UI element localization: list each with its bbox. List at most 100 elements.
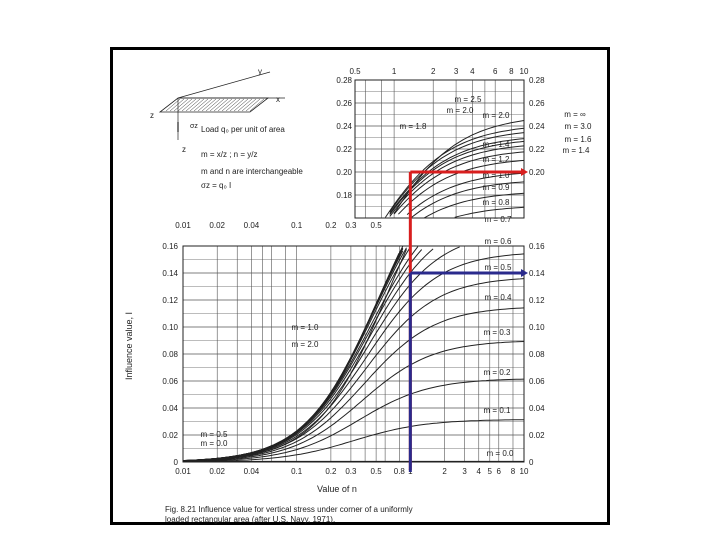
y-tick-label: 0.16 [162, 242, 178, 251]
hatch-line [229, 98, 245, 112]
hatch-line [201, 98, 217, 112]
x-tick-label: 0.5 [371, 467, 383, 476]
hatch-line [169, 98, 185, 112]
hatch-line [233, 98, 249, 112]
curve-label: m = 0.1 [484, 406, 511, 415]
x-tick-label: 6 [497, 467, 502, 476]
x-tick-label: 3 [462, 467, 467, 476]
upper-curve-label: m = 2.5 [455, 95, 482, 104]
x-tick-label: 0.8 [394, 467, 406, 476]
y-tick-label: 0.02 [162, 431, 178, 440]
y-tick-label: 0.14 [162, 269, 178, 278]
x-tick-label: 5 [488, 467, 493, 476]
x-tick-label: 2 [442, 467, 447, 476]
curve-label: m = 0.0 [201, 439, 228, 448]
reading-arrowhead [521, 269, 528, 277]
curve-label: m = 0.6 [485, 237, 512, 246]
curve-label: m = 0.8 [483, 198, 510, 207]
hatch-line [173, 98, 189, 112]
curve-upper-m-0.7 [454, 206, 525, 218]
curve-m-0.1 [182, 419, 524, 463]
y-right-tick-label: 0.06 [529, 377, 545, 386]
curve-label: m = 0.5 [201, 430, 228, 439]
mn-definition: m = x/z ; n = y/z [201, 150, 258, 159]
y-right-tick-label: 0.02 [529, 431, 545, 440]
upper-curve-label: m = 1.6 [565, 135, 592, 144]
curve-m-3 [182, 252, 400, 462]
x-tick-label: 0.1 [291, 467, 303, 476]
curve-label: m = 1.0 [483, 171, 510, 180]
y-upper-right-tick-label: 0.28 [529, 76, 545, 85]
hatch-line [185, 98, 201, 112]
hatch-line [213, 98, 229, 112]
curve-label: m = 1.2 [483, 155, 510, 164]
curve-label: m = 0.3 [484, 328, 511, 337]
y-tick-label: 0.06 [162, 377, 178, 386]
x-top-tick-label: 0.5 [349, 67, 361, 76]
hatch-line [225, 98, 241, 112]
curve-label: m = 0.0 [487, 449, 514, 458]
y-upper-tick-label: 0.24 [336, 122, 352, 131]
x-top-tick-label: 8 [509, 67, 514, 76]
x-top-tick-label: 4 [470, 67, 475, 76]
y-tick-label: 0 [174, 458, 179, 467]
loaded-area-outline [158, 97, 270, 113]
hatch-line [221, 98, 237, 112]
curve-label: m = 0.7 [485, 215, 512, 224]
hatch-line [189, 98, 205, 112]
hatch-line [193, 98, 209, 112]
y-right-tick-label: 0.14 [529, 269, 545, 278]
curve-m-0.3 [182, 341, 525, 462]
x-top-tick-label: 6 [493, 67, 498, 76]
curve-upper-m-3 [384, 127, 525, 218]
y-upper-tick-label: 0.26 [336, 99, 352, 108]
hatch-line [249, 98, 265, 112]
x-top-tick-label: 0.3 [345, 221, 357, 230]
figure-frame [110, 47, 610, 525]
curve-upper-m-1.4 [393, 151, 525, 215]
y-upper-right-tick-label: 0.24 [529, 122, 545, 131]
x-tick-label: 10 [520, 467, 529, 476]
x-top-tick-label: 0.2 [325, 221, 337, 230]
y-tick-label: 0.08 [162, 350, 178, 359]
hatch-line [241, 98, 257, 112]
y-axis-line [177, 71, 271, 99]
upper-plot-border [354, 79, 525, 219]
curve-label: m = 0.2 [484, 368, 511, 377]
y-tick-label: 0.10 [162, 323, 178, 332]
y-axis-label: Influence value, I [124, 311, 134, 380]
curve-m-0.4 [182, 307, 525, 462]
y-tick-label: 0.12 [162, 296, 178, 305]
curve-label: m = 2.0 [292, 340, 319, 349]
y-upper-tick-label: 0.18 [336, 191, 352, 200]
x-tick-label: 4 [477, 467, 482, 476]
y-upper-tick-label: 0.20 [336, 168, 352, 177]
y-upper-tick-label: 0.28 [336, 76, 352, 85]
y-right-tick-label: 0.16 [529, 242, 545, 251]
x-top-tick-label: 0.02 [209, 221, 225, 230]
y-right-tick-label: 0.04 [529, 404, 545, 413]
x-top-tick-label: 2 [431, 67, 436, 76]
curve-label: m = 0.4 [485, 293, 512, 302]
curve-label: m = 0.9 [483, 183, 510, 192]
reading-arrowhead [521, 168, 528, 176]
x-top-tick-label: 3 [454, 67, 459, 76]
x-top-tick-label: 1 [392, 67, 397, 76]
curve-label: m = 1.4 [483, 140, 510, 149]
curve-upper-m-0.8 [424, 192, 525, 219]
y-upper-right-tick-label: 0.22 [529, 145, 545, 154]
x-tick-label: 0.01 [175, 467, 191, 476]
curve-upper-m-∞ [393, 120, 525, 215]
interchangeable-note: m and n are interchangeable [201, 167, 303, 176]
y-right-tick-label: 0 [529, 458, 534, 467]
curve-upper-m-1.8 [389, 140, 525, 215]
hatch-line [177, 98, 193, 112]
curve-m-1.8 [182, 248, 404, 462]
curve-label: m = 2.0 [483, 111, 510, 120]
curve-label: m = 0.5 [485, 263, 512, 272]
stress-formula: σz = q₀ I [201, 181, 232, 190]
x-tick-label: 0.04 [244, 467, 260, 476]
x-tick-label: 0.02 [209, 467, 225, 476]
curve-upper-m-0.9 [411, 181, 525, 218]
